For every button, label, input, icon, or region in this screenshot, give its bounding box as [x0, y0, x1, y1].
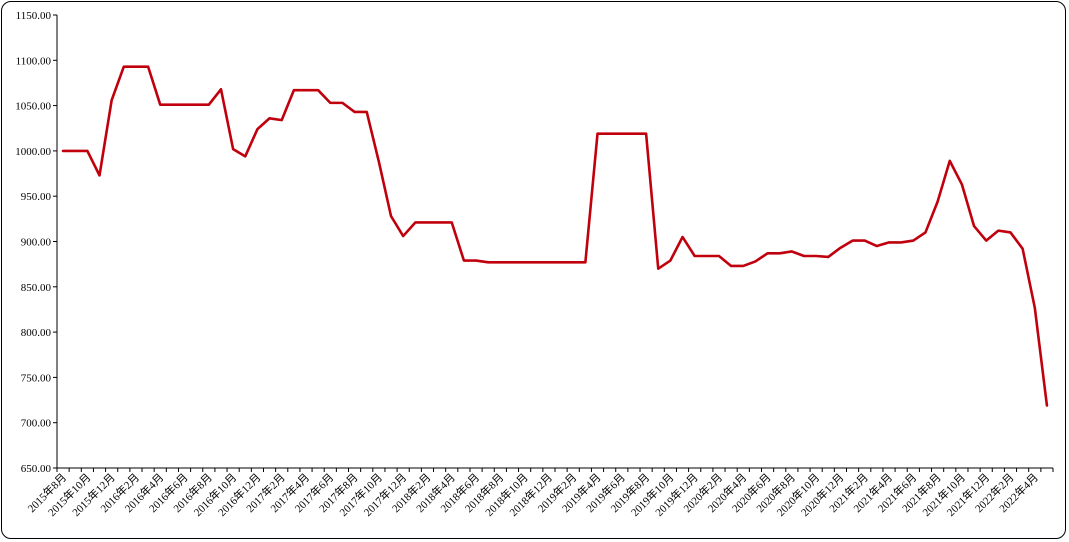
y-tick-label: 850.00: [21, 282, 52, 294]
y-tick-label: 950.00: [21, 191, 52, 203]
x-axis: 2015年8月2015年10月2015年12月2016年2月2016年4月201…: [24, 467, 1054, 519]
y-tick-label: 1050.00: [15, 101, 51, 113]
y-tick-label: 700.00: [21, 418, 52, 430]
y-axis: 650.00 700.00 750.00 800.00 850.00 900.00 950.…: [15, 10, 58, 475]
y-tick-label: 800.00: [21, 327, 52, 339]
y-tick-label: 900.00: [21, 237, 52, 249]
y-tick-label: 750.00: [21, 372, 52, 384]
series-line: [61, 65, 1049, 407]
y-tick-label: 1100.00: [16, 55, 52, 67]
y-tick-label: 650.00: [21, 463, 52, 475]
y-tick-label: 1000.00: [15, 146, 51, 158]
y-tick-label: 1150.00: [16, 10, 52, 22]
series-layer: [61, 65, 1049, 407]
